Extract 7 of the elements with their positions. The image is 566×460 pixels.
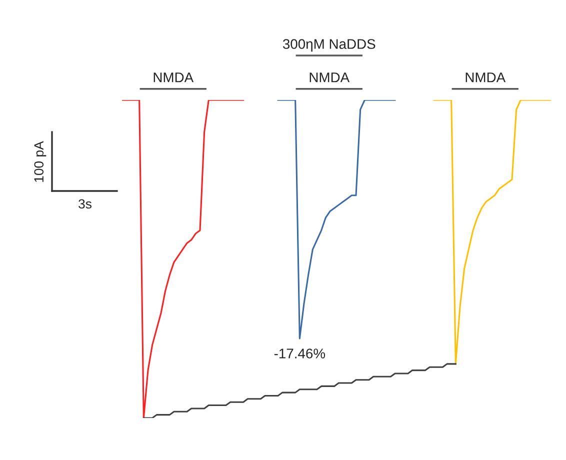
text: 100 pA [34, 141, 46, 182]
text: NMDA [466, 72, 506, 82]
text: 300ηM NaDDS [282, 39, 376, 52]
text: NMDA [154, 72, 194, 82]
annotation: -17.46% [274, 348, 326, 358]
text: NMDA [310, 72, 350, 82]
text: 3s [78, 199, 92, 209]
